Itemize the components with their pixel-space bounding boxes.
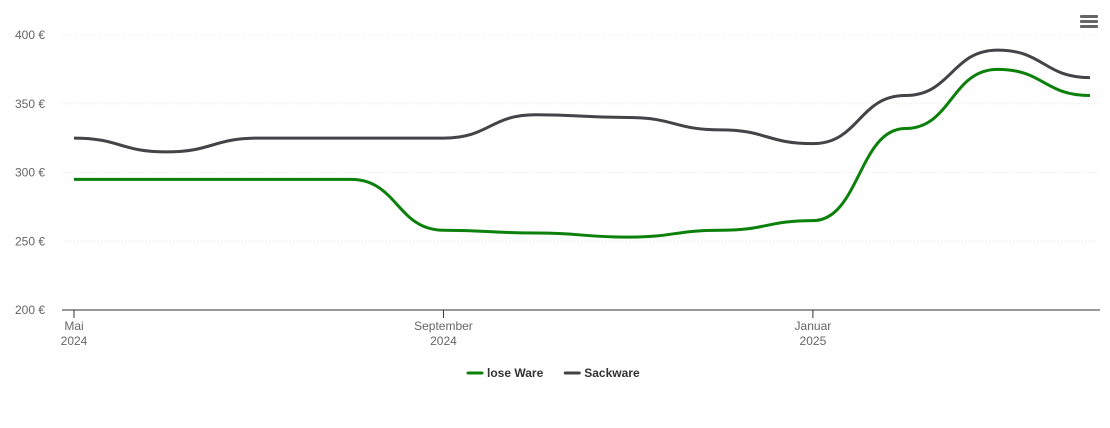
legend-label: lose Ware	[487, 366, 544, 380]
y-tick-label: 200 €	[15, 303, 45, 317]
menu-bar	[1080, 15, 1098, 18]
y-tick-label: 350 €	[15, 97, 45, 111]
menu-button[interactable]	[1080, 15, 1098, 28]
x-tick-label: Januar 2025	[795, 319, 832, 348]
line-series	[73, 48, 1091, 154]
y-tick-label: 250 €	[15, 234, 45, 248]
menu-bar	[1080, 20, 1098, 23]
x-tick-label: September 2024	[414, 319, 473, 348]
legend-item[interactable]: Sackware	[563, 366, 640, 380]
x-tick-label: Mai 2024	[61, 319, 88, 348]
y-tick-label: 300 €	[15, 166, 45, 180]
legend-label: Sackware	[584, 366, 640, 380]
y-tick-label: 400 €	[15, 28, 45, 42]
legend-item[interactable]: lose Ware	[466, 366, 544, 380]
menu-bar	[1080, 25, 1098, 28]
line-series	[74, 67, 1091, 239]
legend: lose Ware Sackware	[466, 366, 640, 380]
